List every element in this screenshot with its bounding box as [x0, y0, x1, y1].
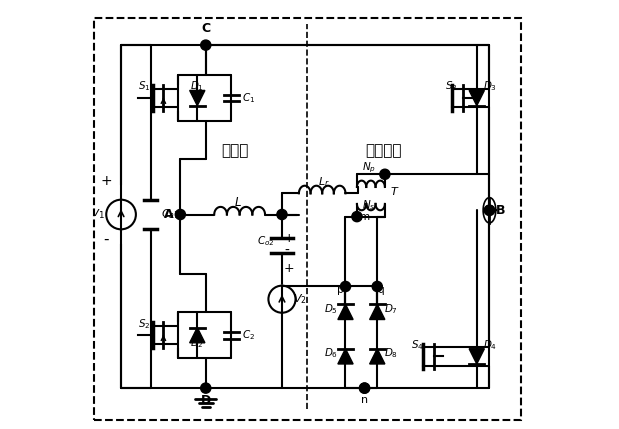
Polygon shape	[370, 349, 385, 364]
Polygon shape	[338, 304, 353, 320]
Text: m: m	[360, 211, 370, 222]
Circle shape	[360, 383, 370, 393]
Text: +: +	[100, 174, 112, 188]
Text: $C_1$: $C_1$	[242, 91, 255, 105]
Text: $V_2$: $V_2$	[293, 292, 306, 306]
Text: D: D	[201, 394, 211, 407]
Text: -: -	[103, 232, 109, 247]
Text: $S_3$: $S_3$	[445, 80, 457, 94]
Polygon shape	[370, 304, 385, 320]
Polygon shape	[338, 349, 353, 364]
Circle shape	[360, 383, 370, 393]
Text: $T$: $T$	[390, 185, 399, 197]
Text: 辅助支路: 辅助支路	[365, 143, 402, 158]
Text: $N_p$: $N_p$	[363, 160, 376, 175]
Text: $v_1$: $v_1$	[91, 208, 105, 221]
Text: p: p	[337, 285, 344, 295]
Circle shape	[175, 209, 186, 220]
Text: $S_4$: $S_4$	[411, 338, 424, 352]
Text: $N_s$: $N_s$	[363, 198, 376, 212]
Text: $S_2$: $S_2$	[138, 317, 150, 330]
Text: q: q	[377, 285, 384, 295]
Text: $C_{a1}$: $C_{a1}$	[162, 208, 180, 221]
Text: n: n	[361, 395, 368, 405]
Text: $D_8$: $D_8$	[384, 346, 398, 360]
Polygon shape	[189, 91, 205, 106]
Text: -: -	[284, 244, 289, 258]
Text: B: B	[496, 204, 505, 217]
Text: $D_5$: $D_5$	[324, 302, 338, 316]
Text: $D_1$: $D_1$	[189, 80, 204, 94]
Text: 主回路: 主回路	[222, 143, 249, 158]
Polygon shape	[469, 91, 485, 106]
Polygon shape	[469, 349, 485, 364]
Text: $D_3$: $D_3$	[483, 80, 497, 94]
Text: A: A	[165, 208, 174, 221]
Text: $D_4$: $D_4$	[483, 338, 497, 352]
Text: +: +	[284, 232, 295, 245]
Circle shape	[340, 281, 350, 292]
Text: C: C	[201, 21, 210, 35]
Circle shape	[485, 205, 495, 215]
Circle shape	[352, 211, 362, 222]
Text: $D_2$: $D_2$	[189, 336, 204, 350]
Text: $D_6$: $D_6$	[324, 346, 339, 360]
Circle shape	[380, 169, 390, 179]
Circle shape	[485, 205, 495, 215]
Text: +: +	[284, 262, 295, 275]
Text: $L_r$: $L_r$	[318, 175, 330, 189]
Circle shape	[277, 209, 287, 220]
Text: $C_2$: $C_2$	[242, 328, 255, 342]
Text: $L$: $L$	[233, 196, 241, 209]
Text: $D_7$: $D_7$	[384, 302, 397, 316]
Circle shape	[201, 40, 211, 50]
Text: $S_1$: $S_1$	[138, 80, 150, 94]
Text: $C_{o2}$: $C_{o2}$	[256, 234, 274, 248]
Polygon shape	[189, 328, 205, 343]
Circle shape	[372, 281, 383, 292]
Circle shape	[201, 383, 211, 393]
